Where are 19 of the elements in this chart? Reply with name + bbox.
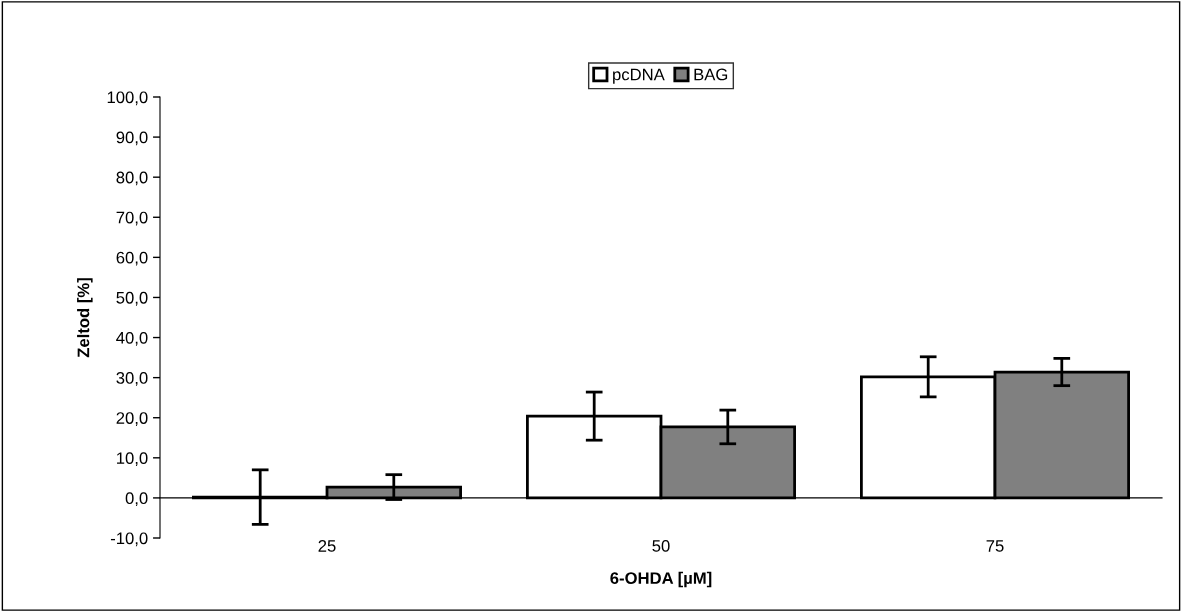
y-tick-label: 100,0 (107, 91, 148, 106)
legend-label: pcDNA (613, 68, 665, 84)
x-axis-title: 6-OHDA [µM] (610, 571, 712, 588)
x-tick-label: 50 (652, 540, 670, 552)
y-axis-title: Zeltod [%] (77, 278, 93, 358)
y-tick-label: 90,0 (116, 131, 148, 146)
y-tick-label: 10,0 (117, 452, 148, 466)
y-tick-label: 80,0 (116, 171, 148, 186)
y-tick-label: 40,0 (116, 331, 148, 346)
y-tick-label: 20,0 (116, 412, 148, 426)
y-tick-label: 60,0 (116, 251, 148, 266)
y-tick-label: 70,0 (116, 211, 148, 226)
y-tick-label: 30,0 (116, 372, 148, 386)
x-tick-label: 75 (986, 540, 1004, 552)
legend-label: BAG (694, 68, 728, 81)
y-tick-label: 50,0 (116, 291, 148, 306)
y-tick-label: -10,0 (110, 532, 148, 547)
x-tick-label: 25 (318, 540, 336, 552)
y-tick-label: 0,0 (125, 492, 148, 507)
